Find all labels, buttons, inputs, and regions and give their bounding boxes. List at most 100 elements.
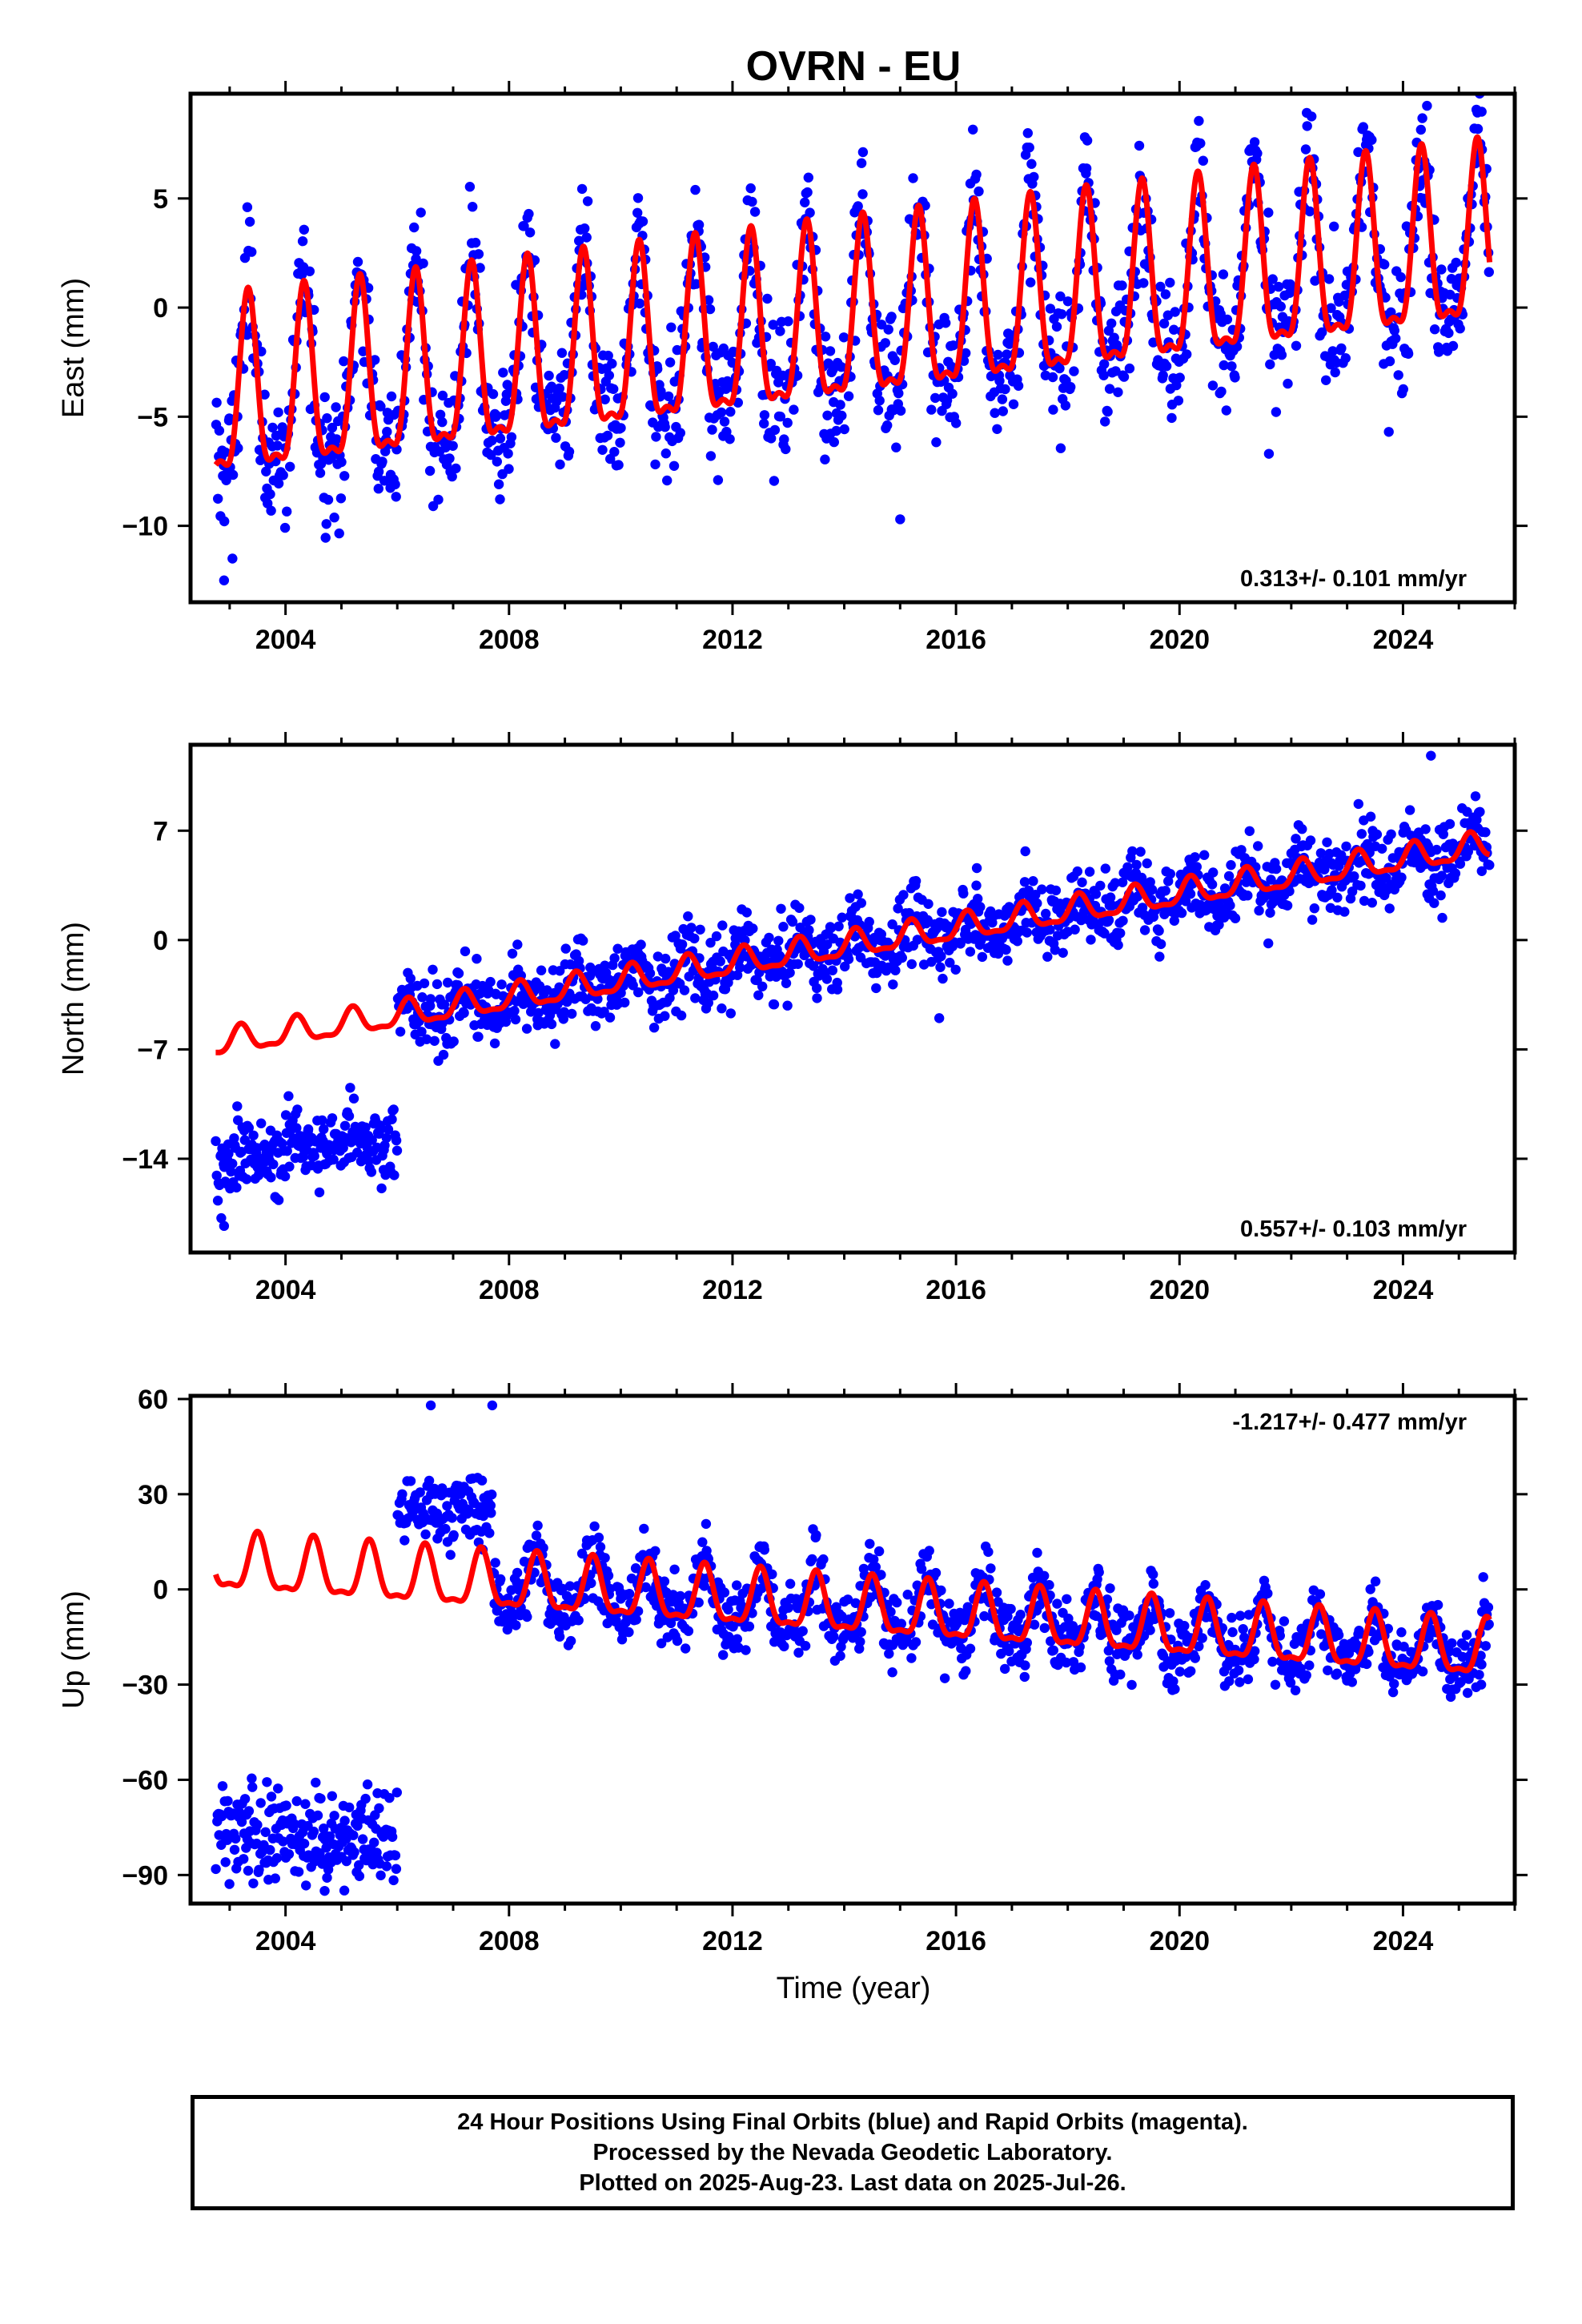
data-point: [748, 923, 758, 934]
data-point: [1118, 372, 1130, 382]
data-point: [916, 1564, 927, 1574]
data-point: [1208, 867, 1219, 878]
data-point: [613, 460, 624, 470]
data-point: [219, 516, 230, 527]
data-point: [1041, 908, 1051, 919]
data-point: [870, 1562, 881, 1573]
data-point: [887, 1667, 897, 1678]
data-point: [873, 405, 884, 416]
y-tick-label: −5: [137, 402, 168, 432]
data-point: [1398, 384, 1409, 395]
data-point: [659, 1576, 670, 1586]
data-point: [420, 1529, 431, 1540]
data-point: [405, 1476, 416, 1486]
data-point: [718, 1650, 729, 1660]
x-tick-label: 2024: [1373, 1926, 1434, 1956]
data-point: [1004, 1646, 1014, 1657]
data-point: [650, 459, 661, 470]
data-point: [1197, 1633, 1207, 1643]
data-point: [616, 423, 626, 433]
data-point: [1341, 841, 1351, 852]
data-point: [1282, 900, 1293, 911]
data-point: [437, 416, 448, 428]
data-point: [948, 340, 958, 351]
outlier-point: [227, 553, 238, 564]
data-point: [544, 370, 554, 381]
data-points: [211, 1400, 1494, 1896]
data-point: [536, 965, 547, 975]
data-point: [375, 401, 386, 412]
data-point: [1227, 1626, 1238, 1638]
data-point: [1127, 846, 1138, 857]
data-point: [1301, 1670, 1311, 1681]
data-point: [1480, 827, 1491, 838]
data-point: [1186, 1666, 1196, 1676]
x-tick-label: 2016: [926, 1275, 986, 1305]
data-point: [602, 430, 613, 441]
data-point: [1194, 115, 1204, 127]
data-point: [1094, 1567, 1104, 1578]
data-point: [717, 1003, 727, 1014]
data-point: [485, 1500, 496, 1511]
data-point: [950, 964, 961, 975]
data-point: [557, 1583, 568, 1594]
data-point: [1190, 852, 1200, 862]
data-point: [437, 390, 448, 401]
data-point: [1132, 891, 1143, 902]
data-point: [213, 493, 223, 504]
x-tick-label: 2012: [702, 1926, 763, 1956]
data-point: [1334, 296, 1344, 307]
data-point: [820, 454, 830, 464]
data-point: [705, 938, 716, 948]
data-point: [319, 392, 330, 403]
data-point: [1055, 443, 1066, 453]
data-point: [224, 413, 235, 424]
data-point: [1275, 301, 1287, 312]
data-point: [1048, 404, 1058, 415]
footer-box: 24 Hour Positions Using Final Orbits (bl…: [191, 2095, 1515, 2210]
data-point: [226, 1166, 236, 1177]
data-point: [1028, 876, 1038, 887]
data-point: [800, 1641, 811, 1651]
data-point: [383, 1124, 394, 1135]
data-point: [1383, 427, 1394, 437]
data-point: [1332, 892, 1343, 903]
data-point: [339, 1120, 351, 1132]
data-point: [247, 1773, 257, 1783]
data-point: [502, 1624, 512, 1635]
data-point: [1327, 885, 1337, 895]
plot-frame: [188, 742, 1517, 1255]
data-point: [244, 216, 255, 227]
data-point: [247, 1782, 258, 1792]
data-point: [889, 355, 901, 365]
data-point: [221, 475, 231, 485]
data-point: [1032, 1547, 1042, 1558]
data-point: [1019, 877, 1030, 887]
data-point: [597, 444, 608, 455]
data-point: [1270, 1679, 1281, 1690]
data-point: [564, 1581, 576, 1591]
data-point: [1447, 340, 1459, 352]
data-point: [1305, 835, 1316, 846]
data-point: [1124, 363, 1135, 374]
data-point: [1164, 1608, 1175, 1618]
data-point: [360, 1122, 371, 1133]
data-point: [1389, 325, 1400, 336]
data-point: [1371, 829, 1383, 840]
data-point: [1429, 898, 1439, 908]
data-point: [1052, 1598, 1062, 1609]
data-point: [662, 475, 673, 486]
data-point: [395, 1027, 406, 1037]
data-point: [835, 1651, 845, 1661]
data-point: [421, 1034, 432, 1044]
data-point: [1082, 135, 1093, 146]
data-point: [661, 448, 671, 459]
data-point: [1244, 826, 1255, 837]
data-point: [1207, 380, 1219, 391]
data-point: [488, 388, 499, 400]
data-point: [1012, 936, 1023, 947]
x-tick-label: 2016: [926, 625, 986, 655]
data-point: [1001, 944, 1011, 955]
data-point: [475, 988, 485, 999]
